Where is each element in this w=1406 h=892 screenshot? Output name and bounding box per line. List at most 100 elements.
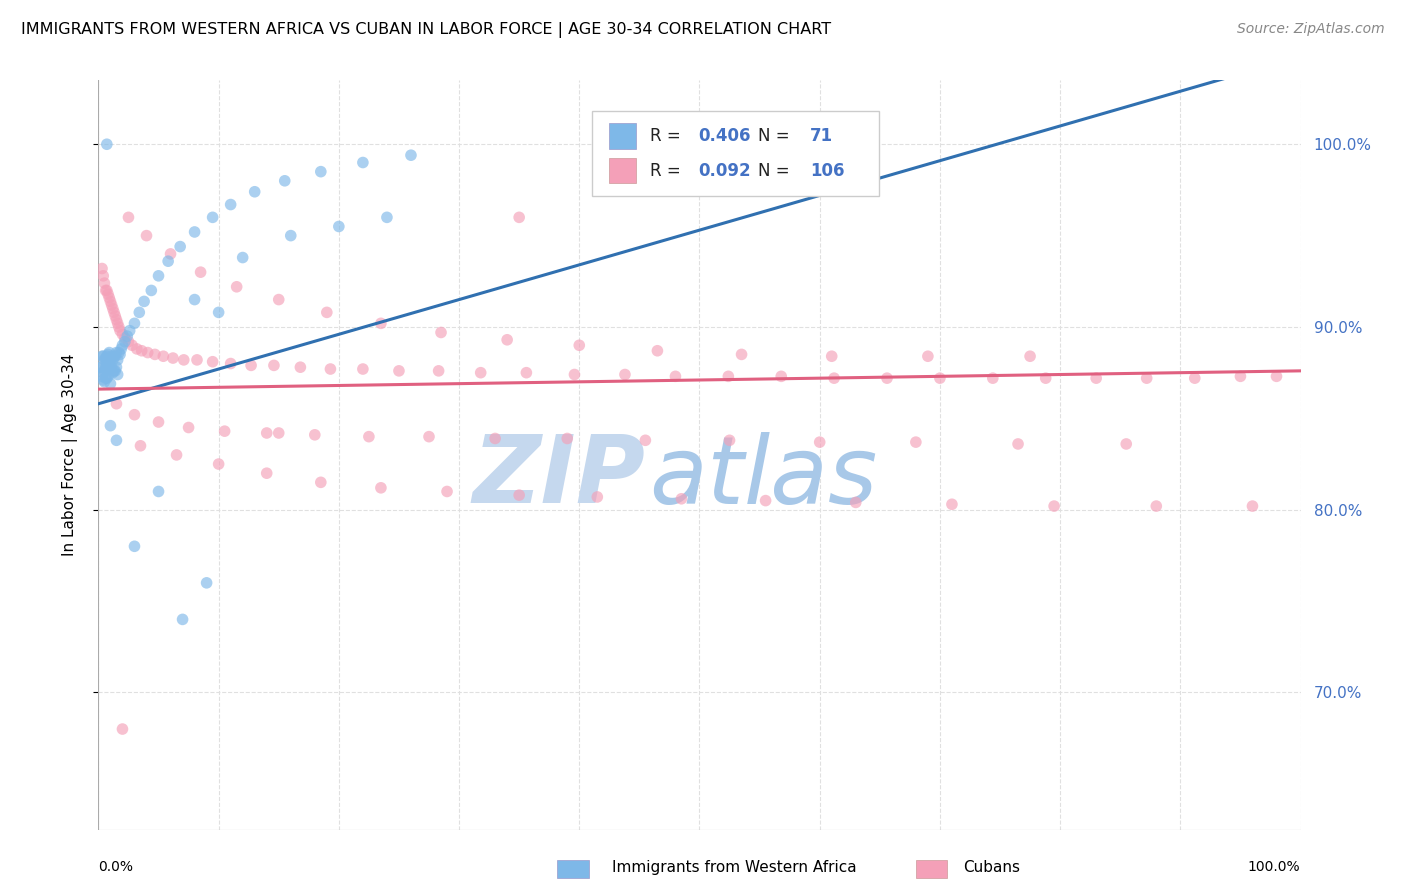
Point (568, 338, 591, 352)
Y-axis label: In Labor Force | Age 30-34: In Labor Force | Age 30-34 (62, 353, 77, 557)
Point (515, 366, 537, 380)
Point (125, 342, 148, 356)
Point (1265, 369, 1288, 384)
Point (671, 491, 693, 506)
Point (730, 347, 752, 361)
Point (770, 369, 793, 384)
Point (117, 329, 139, 343)
Point (430, 326, 453, 340)
Text: 0.406: 0.406 (699, 127, 751, 145)
Point (208, 457, 231, 471)
Point (124, 316, 146, 330)
Point (177, 420, 200, 434)
Point (755, 493, 778, 508)
Point (100, 376, 122, 391)
Point (508, 488, 530, 502)
Point (148, 415, 170, 429)
Text: Cubans: Cubans (963, 860, 1021, 874)
Point (91, 366, 114, 380)
Point (108, 320, 131, 334)
Point (96, 284, 118, 298)
Point (100, 418, 122, 433)
Text: atlas: atlas (650, 432, 877, 523)
Point (162, 351, 184, 365)
Point (152, 349, 174, 363)
Point (243, 185, 266, 199)
Point (418, 430, 440, 444)
Point (664, 369, 686, 384)
Point (104, 364, 127, 378)
Point (214, 424, 236, 438)
Point (103, 364, 125, 378)
Point (98, 355, 121, 369)
Point (186, 352, 208, 367)
Point (97, 287, 120, 301)
Point (103, 305, 125, 319)
Point (1136, 371, 1159, 385)
Point (100, 362, 122, 376)
Point (808, 435, 831, 450)
Point (91, 349, 114, 363)
Point (91, 360, 114, 375)
Point (1184, 371, 1206, 385)
Point (91, 349, 114, 363)
Point (634, 434, 657, 448)
Point (101, 366, 124, 380)
Point (97, 357, 120, 371)
Point (105, 434, 128, 448)
Text: ZIP: ZIP (472, 432, 645, 524)
Point (564, 368, 586, 382)
Point (124, 539, 146, 553)
Point (352, 362, 374, 376)
Point (105, 345, 128, 359)
Point (131, 343, 153, 358)
Point (94, 360, 117, 375)
Point (352, 155, 374, 169)
Point (94, 284, 117, 298)
Point (904, 435, 927, 450)
Point (399, 148, 422, 162)
Point (876, 371, 898, 385)
Point (107, 352, 129, 367)
Point (96, 349, 118, 363)
Point (93, 276, 115, 290)
Point (225, 280, 247, 294)
Point (129, 439, 152, 453)
Point (124, 408, 146, 422)
Point (183, 293, 205, 307)
Point (917, 349, 939, 363)
Point (98, 345, 121, 359)
Point (232, 251, 254, 265)
Point (263, 359, 285, 373)
Point (219, 197, 242, 211)
Point (128, 305, 150, 319)
Point (105, 360, 128, 375)
Point (107, 316, 129, 330)
Point (484, 432, 506, 446)
Point (100, 294, 122, 309)
Point (104, 349, 127, 363)
Point (941, 497, 963, 511)
Point (1007, 437, 1029, 451)
Point (267, 425, 290, 440)
FancyBboxPatch shape (609, 158, 636, 184)
Point (93, 352, 115, 367)
Text: 0.092: 0.092 (699, 161, 751, 179)
Point (1241, 499, 1264, 513)
Point (117, 211, 139, 225)
Point (555, 432, 578, 446)
Point (190, 265, 212, 279)
Point (121, 338, 143, 352)
Point (201, 211, 224, 225)
Point (309, 164, 332, 178)
Point (148, 268, 170, 283)
Point (118, 324, 141, 338)
Point (110, 342, 132, 356)
FancyBboxPatch shape (915, 860, 948, 878)
Point (370, 316, 392, 330)
Point (96, 371, 118, 385)
Point (208, 305, 231, 319)
Text: 0.0%: 0.0% (98, 860, 134, 874)
Point (91, 268, 114, 283)
Point (91, 369, 114, 384)
